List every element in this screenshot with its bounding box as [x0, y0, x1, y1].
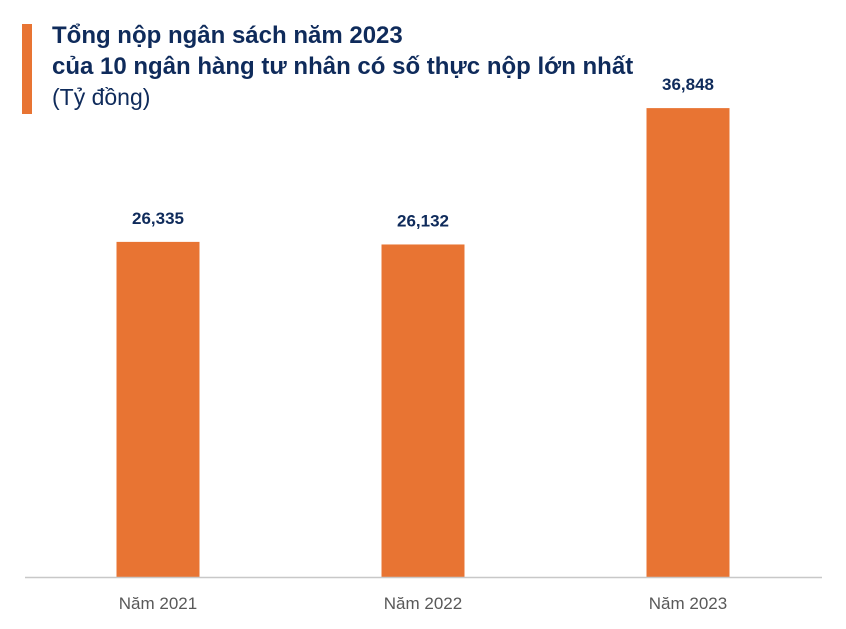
data-label-1: 26,335 [132, 209, 184, 228]
chart-title-line-1: Tổng nộp ngân sách năm 2023 [52, 22, 403, 49]
x-tick-label-2: Năm 2022 [384, 594, 462, 613]
title-accent-bar [22, 24, 32, 114]
data-label-2: 26,132 [397, 211, 449, 230]
data-label-3: 36,848 [662, 75, 714, 94]
chart-unit-label: (Tỷ đồng) [52, 84, 151, 110]
x-tick-label-3: Năm 2023 [649, 594, 727, 613]
x-tick-label-1: Năm 2021 [119, 594, 197, 613]
chart-title-line-2: của 10 ngân hàng tư nhân có số thực nộp … [52, 53, 634, 80]
chart-title-block: Tổng nộp ngân sách năm 2023 của 10 ngân … [52, 20, 633, 113]
bar-1 [116, 241, 200, 577]
bar-3 [646, 108, 730, 578]
bar-2 [381, 244, 465, 577]
